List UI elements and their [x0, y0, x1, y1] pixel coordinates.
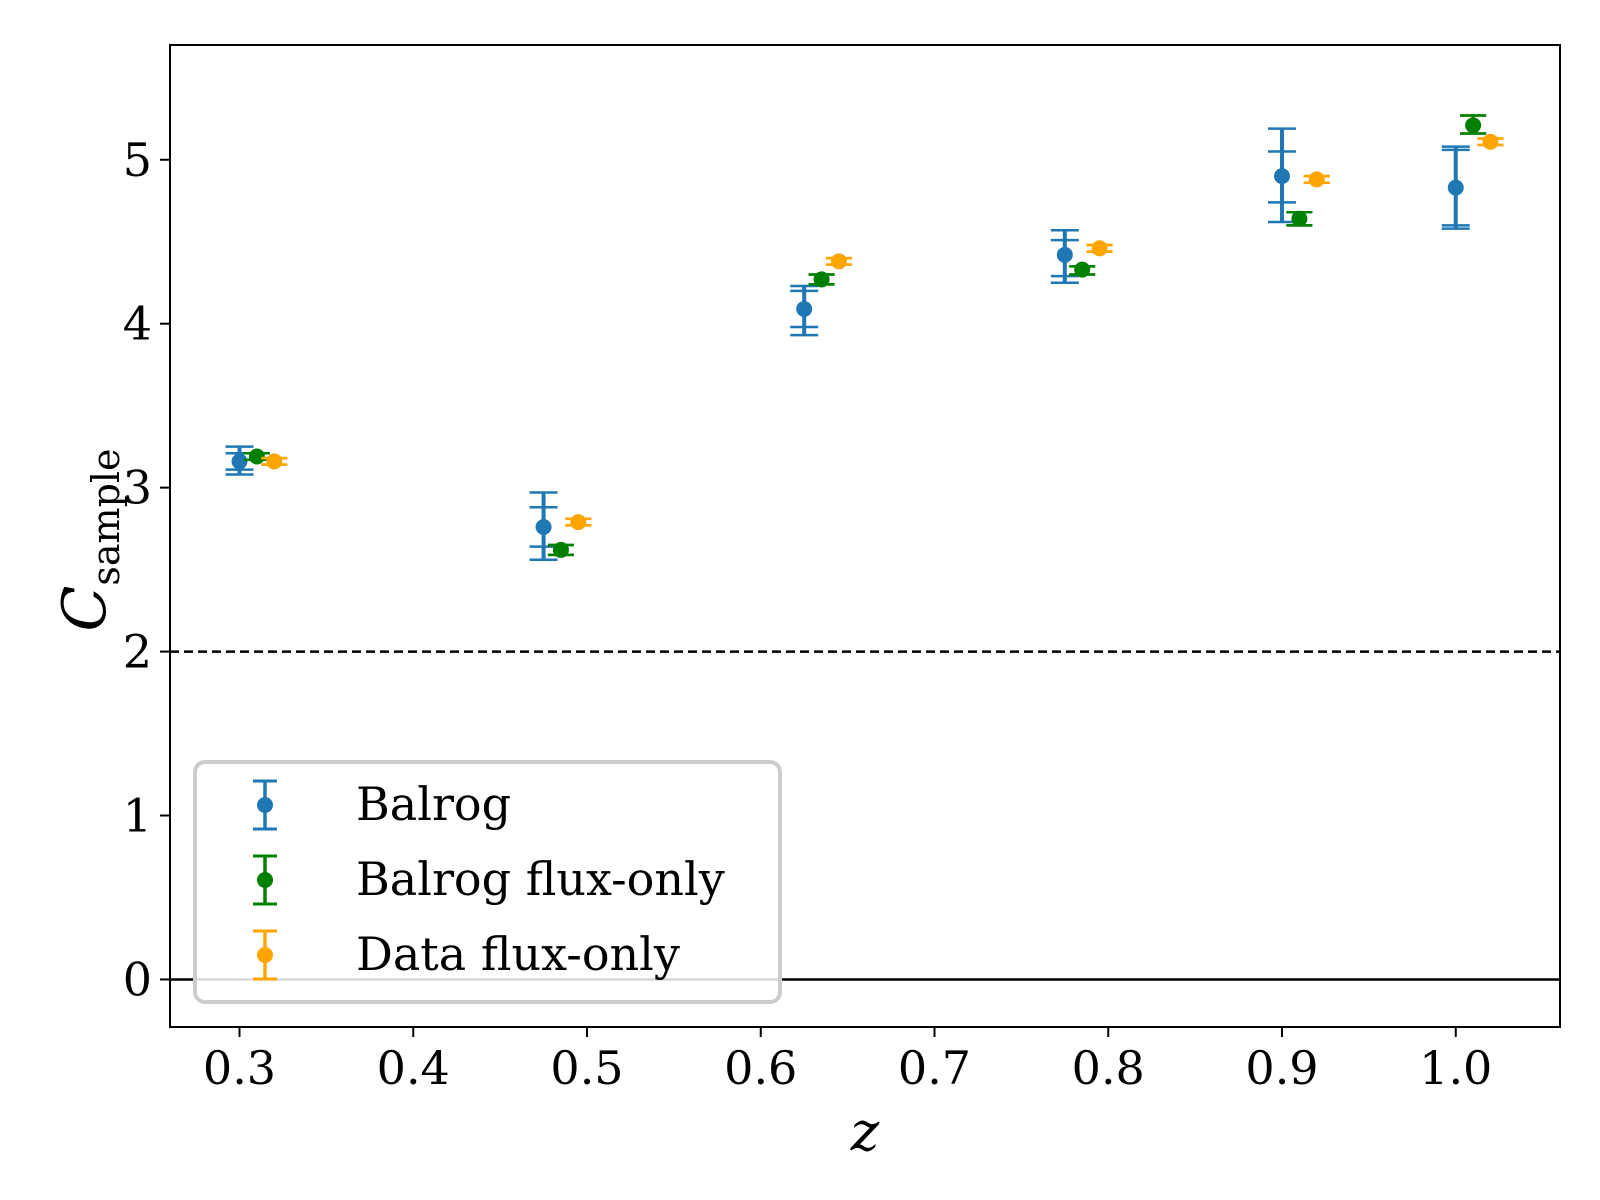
plot-area — [170, 114, 1560, 981]
svg-text:Csample: Csample — [50, 448, 128, 631]
point-balrog-flux-only-2-marker — [813, 271, 830, 288]
point-balrog-flux-only-2-errorbar — [808, 271, 835, 288]
legend-box — [193, 760, 782, 1004]
legend-marker-balrog-flux-only — [253, 854, 277, 906]
x-tick-label: 1.0 — [1419, 1041, 1492, 1095]
point-data-flux-only-5-errorbar — [1477, 133, 1504, 150]
point-balrog-0-marker — [231, 453, 248, 470]
point-balrog-flux-only-1-errorbar — [547, 541, 574, 558]
point-balrog-0-errorbar — [225, 445, 254, 476]
point-balrog-2-errorbar — [790, 284, 819, 337]
plot-frame — [169, 44, 1561, 1028]
point-balrog-4-errorbar — [1268, 127, 1296, 224]
point-data-flux-only-2-marker — [830, 253, 847, 270]
series-balrog-flux-only — [243, 114, 1487, 558]
point-data-flux-only-1-errorbar — [565, 514, 592, 531]
point-balrog-4-marker — [1274, 168, 1290, 185]
y-tick-label: 2 — [123, 625, 152, 679]
legend-label-data-flux-only: Data flux-only — [356, 927, 680, 981]
x-tick-label: 0.5 — [550, 1041, 623, 1095]
point-balrog-flux-only-1-marker — [552, 541, 569, 558]
x-tick-label: 0.9 — [1245, 1041, 1318, 1095]
point-balrog-flux-only-5-marker — [1465, 117, 1482, 134]
y-tick-label: 3 — [123, 461, 152, 515]
legend-marker-dot — [257, 947, 273, 963]
point-data-flux-only-1-marker — [570, 514, 587, 531]
legend-marker-data-flux-only — [253, 929, 277, 981]
legend-marker-dot — [257, 872, 273, 888]
y-axis-ticks: 0 1 2 3 4 5 — [123, 133, 170, 1006]
point-balrog-2-marker — [796, 300, 813, 317]
point-data-flux-only-5-marker — [1482, 133, 1499, 150]
point-balrog-1-marker — [535, 518, 552, 535]
x-tick-label: 0.4 — [377, 1041, 450, 1095]
point-balrog-3-errorbar — [1050, 229, 1079, 284]
point-balrog-1-errorbar — [529, 491, 558, 562]
x-tick-label: 0.8 — [1072, 1041, 1145, 1095]
point-balrog-flux-only-4-marker — [1291, 210, 1308, 227]
point-data-flux-only-2-errorbar — [825, 253, 852, 270]
point-balrog-flux-only-3-marker — [1074, 261, 1091, 278]
x-tick-label: 0.7 — [898, 1041, 971, 1095]
legend-markers — [253, 779, 277, 981]
legend: Balrog Balrog flux-only Data flux-only — [193, 760, 782, 1004]
point-balrog-flux-only-5-errorbar — [1460, 114, 1487, 135]
point-balrog-3-marker — [1056, 246, 1073, 263]
y-tick-label: 5 — [123, 133, 152, 187]
point-balrog-flux-only-4-errorbar — [1286, 210, 1313, 227]
y-axis-label: Csample — [50, 448, 128, 631]
point-data-flux-only-4-marker — [1308, 171, 1325, 188]
point-balrog-flux-only-3-errorbar — [1069, 261, 1096, 278]
point-balrog-flux-only-0-marker — [248, 448, 265, 465]
point-data-flux-only-3-marker — [1091, 240, 1108, 257]
y-axis-label-subscript: sample — [84, 448, 128, 585]
x-axis-label: z — [850, 1100, 880, 1163]
point-balrog-5-marker — [1447, 179, 1464, 196]
point-data-flux-only-4-errorbar — [1303, 171, 1330, 188]
y-tick-label: 4 — [123, 297, 152, 351]
x-tick-label: 0.6 — [724, 1041, 797, 1095]
series-data-flux-only — [261, 133, 1504, 531]
legend-marker-balrog — [253, 779, 277, 831]
point-balrog-flux-only-0-errorbar — [243, 448, 270, 465]
legend-marker-dot — [257, 797, 273, 813]
x-tick-label: 0.3 — [203, 1041, 276, 1095]
legend-label-balrog-flux-only: Balrog flux-only — [356, 852, 725, 906]
point-data-flux-only-0-marker — [266, 453, 283, 470]
point-data-flux-only-0-errorbar — [261, 453, 288, 470]
y-axis-label-main: C — [50, 586, 120, 632]
point-balrog-5-errorbar — [1441, 145, 1470, 230]
point-data-flux-only-3-errorbar — [1086, 240, 1113, 257]
y-tick-label: 1 — [123, 789, 152, 843]
series-balrog — [225, 127, 1470, 562]
y-tick-label: 0 — [123, 952, 152, 1006]
x-axis-ticks: 0.3 0.4 0.5 0.6 0.7 0.8 0.9 1.0 — [203, 1027, 1492, 1095]
legend-label-balrog: Balrog — [356, 777, 511, 831]
